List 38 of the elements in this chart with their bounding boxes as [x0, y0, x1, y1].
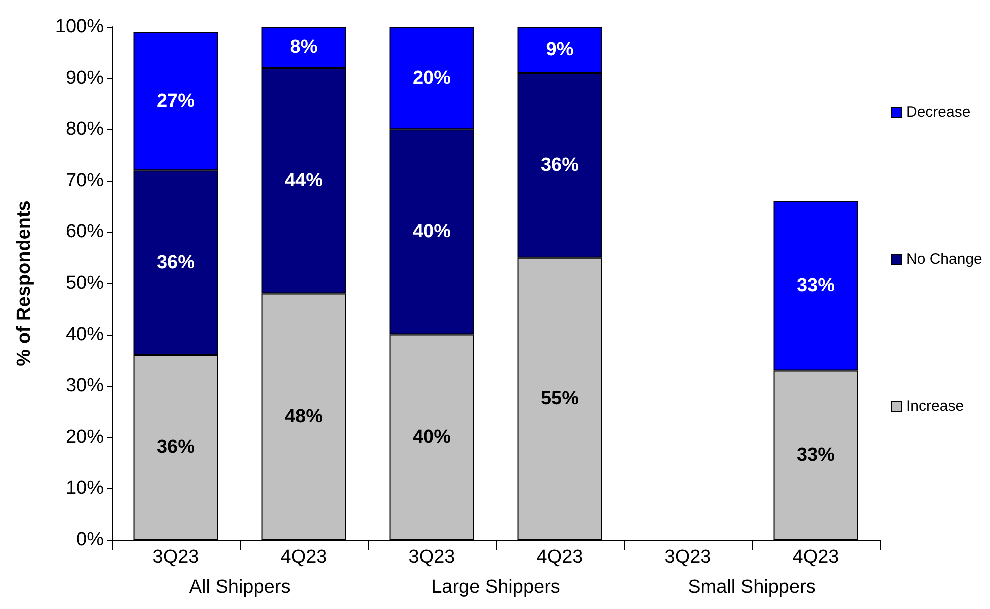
x-tick-label: 3Q23: [152, 547, 200, 568]
y-tick-label: 80%: [66, 119, 104, 140]
data-label: 36%: [540, 155, 580, 176]
y-axis-title: % of Respondents: [14, 200, 35, 366]
data-label: 44%: [284, 170, 324, 192]
y-tick-label: 30%: [66, 376, 104, 397]
data-label: 8%: [290, 37, 318, 58]
data-label: 36%: [156, 252, 196, 274]
text: Large Shippers: [432, 577, 560, 598]
data-label: 33%: [796, 444, 836, 466]
y-tick-label: 10%: [66, 478, 104, 500]
data-label: 9%: [546, 40, 574, 61]
x-tick-label: 4Q23: [280, 547, 328, 568]
y-tick-label: 100%: [55, 16, 104, 38]
x-tick-label: 3Q23: [664, 547, 712, 568]
data-label: 48%: [284, 406, 324, 428]
y-tick-label: 50%: [66, 273, 104, 294]
data-label: 27%: [156, 90, 196, 112]
text: All Shippers: [189, 577, 291, 598]
data-label: 20%: [412, 68, 452, 89]
data-label: 40%: [412, 426, 452, 448]
data-label: 40%: [412, 222, 452, 243]
data-label: 55%: [540, 388, 580, 410]
data-label: 33%: [796, 276, 836, 297]
x-tick-label: 4Q23: [536, 547, 584, 568]
y-tick-label: 0%: [76, 530, 104, 550]
data-label: 36%: [156, 437, 196, 458]
x-tick-label: 3Q23: [408, 547, 456, 568]
text: Small Shippers: [688, 577, 816, 598]
legend-label: Increase: [906, 398, 964, 415]
legend-label: No Change: [906, 251, 982, 268]
y-tick-label: 60%: [66, 222, 104, 243]
y-tick-label: 20%: [66, 426, 104, 448]
y-tick-label: 40%: [66, 324, 104, 346]
y-tick-label: 90%: [66, 68, 104, 89]
y-tick-label: 70%: [66, 170, 104, 192]
legend-label: Decrease: [906, 104, 971, 121]
x-tick-label: 4Q23: [792, 547, 840, 568]
